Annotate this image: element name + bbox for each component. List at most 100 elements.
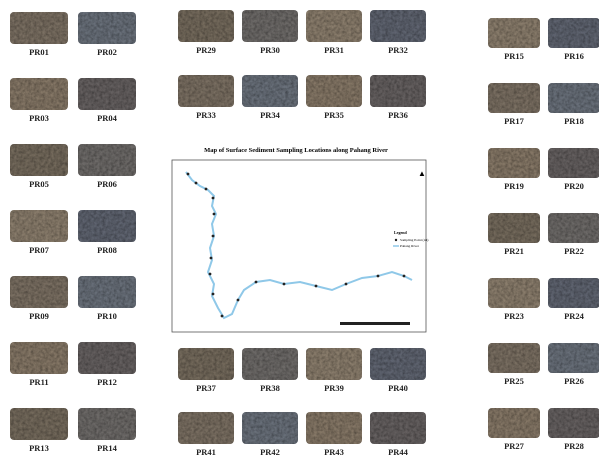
legend-point	[394, 238, 398, 242]
sample-photo	[78, 12, 136, 44]
sample-label: PR12	[97, 377, 117, 387]
sample-label: PR23	[504, 311, 524, 321]
sample-photo	[178, 348, 234, 380]
sample-label: PR41	[196, 447, 216, 457]
map-title: Map of Surface Sediment Sampling Locatio…	[204, 147, 388, 154]
sample-photo	[370, 75, 426, 107]
sample-label: PR38	[260, 383, 280, 393]
sample-label: PR22	[564, 246, 584, 256]
sample-photo	[306, 348, 362, 380]
sample-label: PR40	[388, 383, 408, 393]
legend-item: Pahang River	[400, 244, 420, 248]
sample-label: PR17	[504, 116, 525, 126]
sample-photo	[78, 342, 136, 374]
sample-label: PR26	[564, 376, 584, 386]
sample-label: PR13	[29, 443, 49, 453]
sample-label: PR19	[504, 181, 524, 191]
sample-label: PR18	[564, 116, 584, 126]
sample-label: PR28	[564, 441, 584, 451]
sample-photo	[488, 83, 540, 113]
sample-label: PR03	[29, 113, 49, 123]
sample-label: PR27	[504, 441, 525, 451]
sample-photo	[488, 408, 540, 438]
map-frame	[171, 159, 427, 333]
sample-photo	[178, 10, 234, 42]
sample-label: PR05	[29, 179, 49, 189]
sample-photo	[548, 408, 599, 438]
sample-label: PR44	[388, 447, 409, 457]
sample-label: PR07	[29, 245, 50, 255]
sampling-points	[186, 172, 406, 318]
sample-photo	[306, 412, 362, 444]
sample-label: PR30	[260, 45, 280, 55]
sample-photo	[488, 343, 540, 373]
sample-label: PR16	[564, 51, 584, 61]
sample-label: PR32	[388, 45, 408, 55]
sample-label: PR34	[260, 110, 281, 120]
sample-photo	[10, 210, 68, 242]
sample-photo	[10, 276, 68, 308]
sample-photo	[548, 278, 599, 308]
sample-label: PR20	[564, 181, 584, 191]
sample-label: PR37	[196, 383, 217, 393]
sample-photo	[488, 148, 540, 178]
sample-photo	[242, 348, 298, 380]
legend-title: Legend	[394, 230, 407, 235]
sample-photo	[242, 75, 298, 107]
sample-label: PR02	[97, 47, 117, 57]
sample-photo	[370, 348, 426, 380]
samples: PR01 PR02 PR03 PR04 PR05 PR06 PR07 PR08 PR09 PR10…	[10, 10, 599, 457]
sample-photo	[10, 78, 68, 110]
north-arrow: ▲	[418, 169, 426, 178]
sample-label: PR14	[97, 443, 118, 453]
sample-photo	[488, 18, 540, 48]
sample-photo	[78, 276, 136, 308]
sample-label: PR42	[260, 447, 280, 457]
sample-label: PR21	[504, 246, 524, 256]
sample-photo	[10, 144, 68, 176]
sample-photo	[548, 148, 599, 178]
sample-photo	[178, 412, 234, 444]
sample-photo	[242, 10, 298, 42]
map: Map of Surface Sediment Sampling Locatio…	[171, 147, 429, 333]
sample-photo	[10, 342, 68, 374]
sample-label: PR29	[196, 45, 216, 55]
sample-photo	[488, 213, 540, 243]
sample-label: PR24	[564, 311, 585, 321]
sample-photo	[78, 144, 136, 176]
sample-photo	[548, 213, 599, 243]
legend-item: Sampling Point (44)	[400, 238, 429, 242]
sample-photo	[78, 78, 136, 110]
sample-label: PR10	[97, 311, 117, 321]
sample-photo	[548, 343, 599, 373]
sample-photo	[370, 412, 426, 444]
sample-label: PR43	[324, 447, 344, 457]
sample-label: PR35	[324, 110, 344, 120]
sample-photo	[370, 10, 426, 42]
sample-label: PR25	[504, 376, 524, 386]
sample-photo	[306, 75, 362, 107]
sample-photo	[78, 408, 136, 440]
sample-label: PR31	[324, 45, 344, 55]
sample-photo	[488, 278, 540, 308]
sample-photo	[242, 412, 298, 444]
sample-photo	[548, 18, 599, 48]
sample-label: PR08	[97, 245, 117, 255]
sample-label: PR01	[29, 47, 49, 57]
sample-label: PR36	[388, 110, 408, 120]
scale-bar	[340, 322, 410, 325]
sample-label: PR04	[97, 113, 118, 123]
sample-label: PR09	[29, 311, 49, 321]
sample-label: PR11	[29, 377, 48, 387]
sample-photo	[78, 210, 136, 242]
sample-label: PR06	[97, 179, 117, 189]
sample-label: PR15	[504, 51, 524, 61]
sample-photo	[548, 83, 599, 113]
sample-label: PR39	[324, 383, 344, 393]
sample-photo	[10, 12, 68, 44]
sample-photo	[178, 75, 234, 107]
sample-photo	[306, 10, 362, 42]
sample-label: PR33	[196, 110, 216, 120]
